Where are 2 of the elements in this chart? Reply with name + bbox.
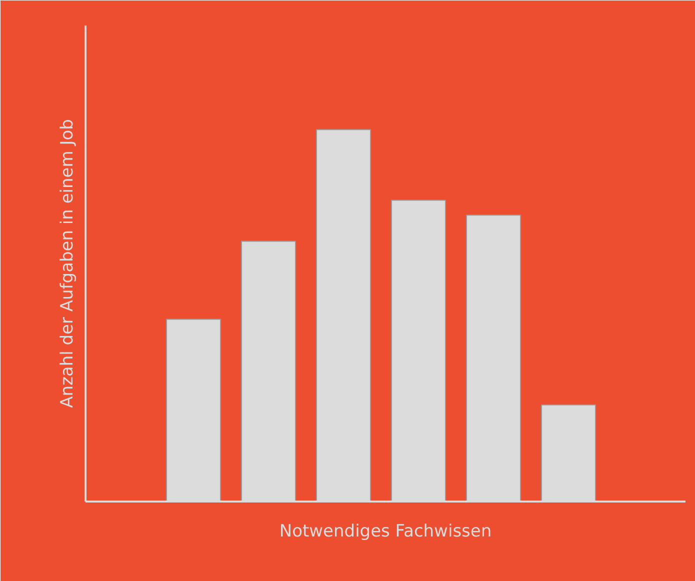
y-axis-title: Anzahl der Aufgaben in einem Job <box>58 119 78 408</box>
x-axis-title: Notwendiges Fachwissen <box>279 522 492 542</box>
